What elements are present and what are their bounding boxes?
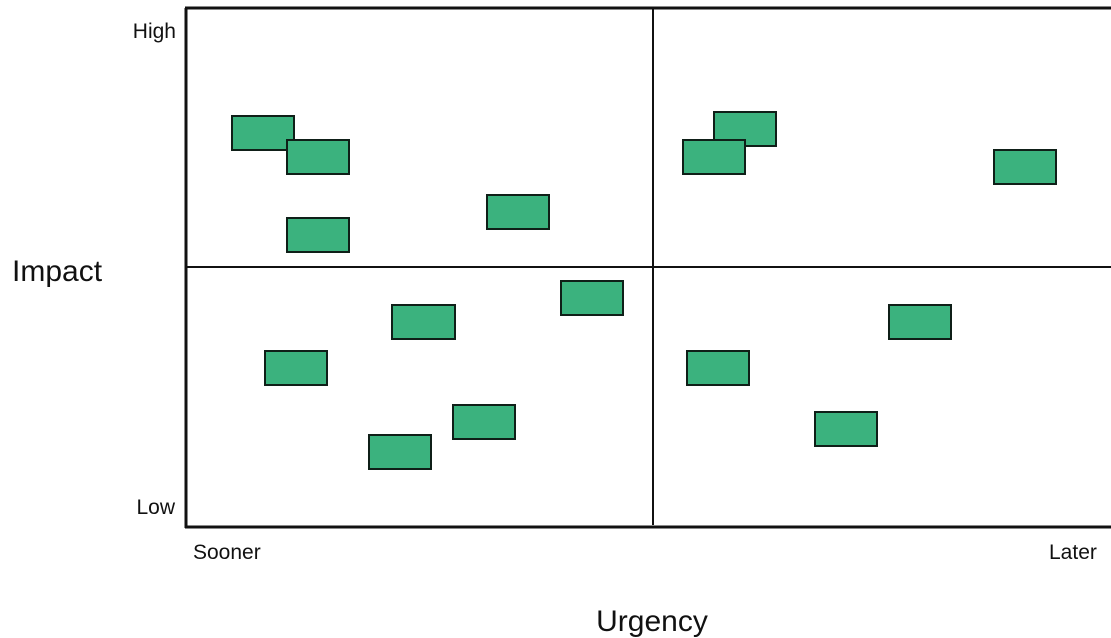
item-card [888, 304, 952, 340]
x-axis-low-label: Sooner [193, 541, 261, 564]
item-card [560, 280, 624, 316]
item-card [286, 217, 350, 253]
item-card [452, 404, 516, 440]
item-card [486, 194, 550, 230]
item-card [368, 434, 432, 470]
item-card [814, 411, 878, 447]
y-axis-low-label: Low [136, 496, 175, 519]
y-axis-title: Impact [12, 255, 103, 288]
item-card [391, 304, 456, 340]
item-card [286, 139, 350, 175]
x-axis-high-label: Later [1049, 541, 1097, 564]
y-axis-high-label: High [133, 20, 176, 43]
x-axis-title: Urgency [596, 605, 708, 638]
item-card [231, 115, 295, 151]
item-card [993, 149, 1057, 185]
item-card [264, 350, 328, 386]
item-card [686, 350, 750, 386]
item-card [682, 139, 746, 175]
